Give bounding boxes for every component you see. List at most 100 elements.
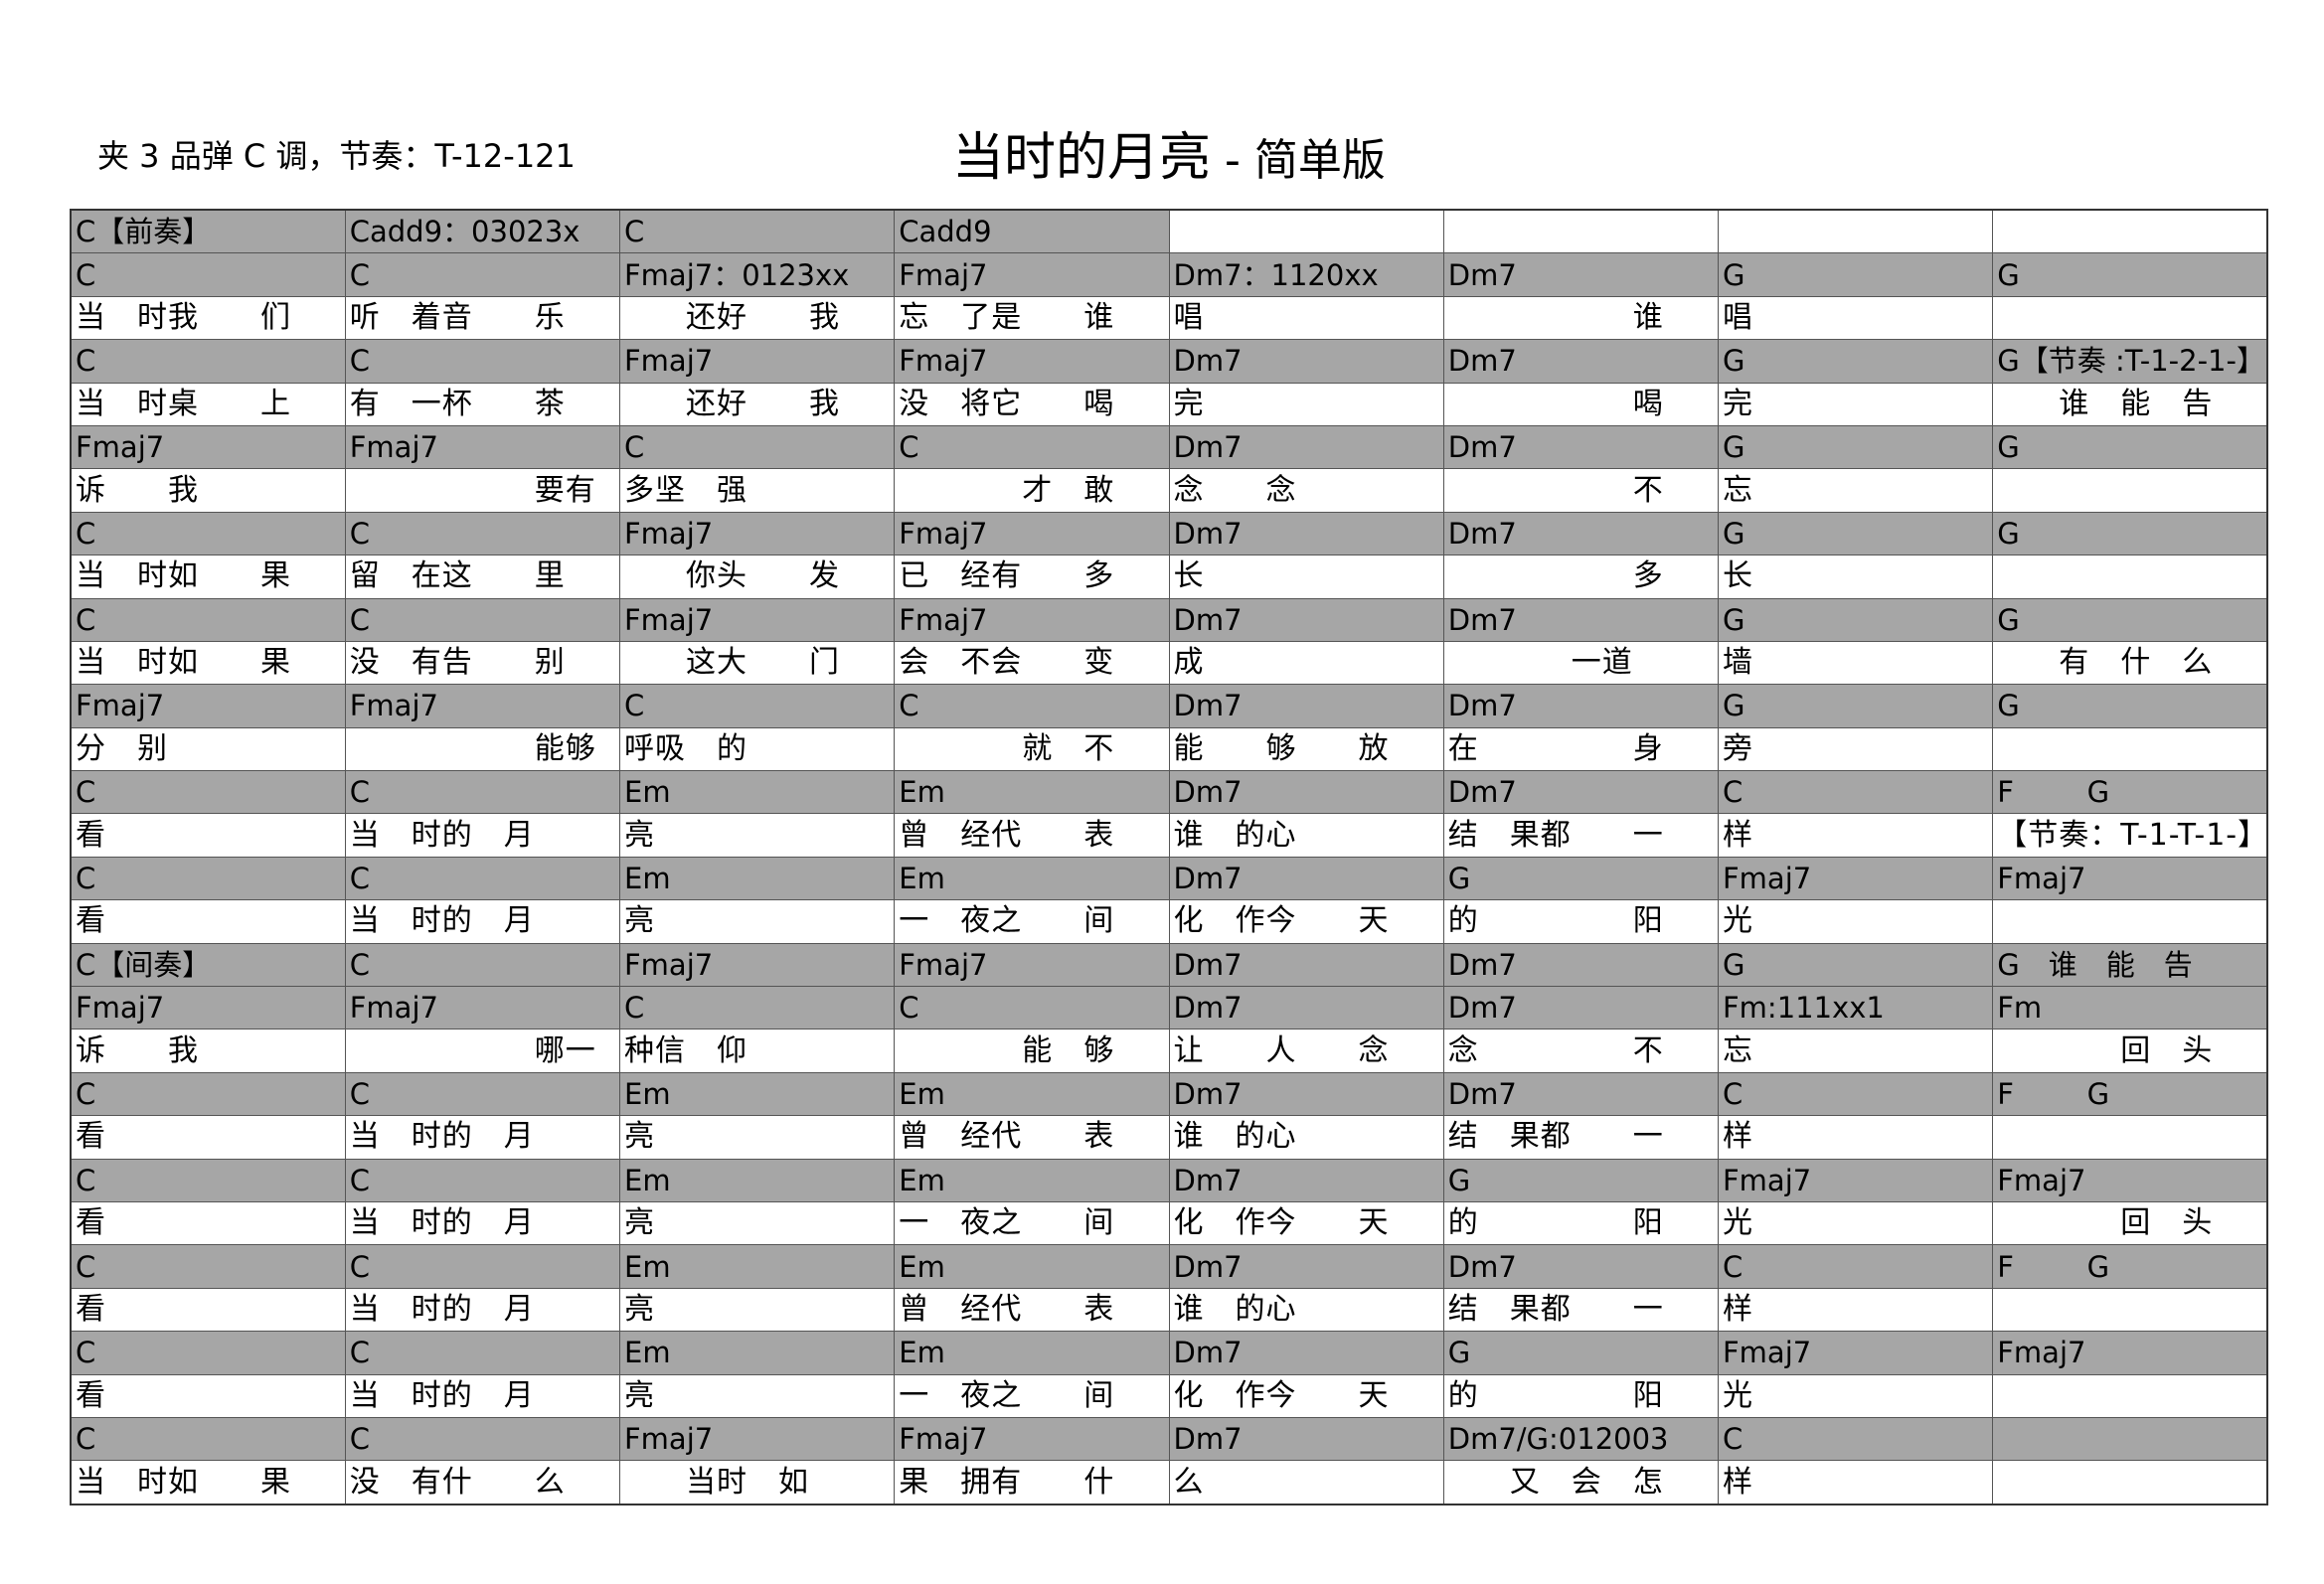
lyric-cell: 亮 — [618, 899, 896, 944]
chord-cell: C — [1717, 1416, 1994, 1462]
chord-cell: C — [344, 597, 621, 642]
chord-cell: Cadd9：03023x — [344, 209, 621, 254]
chord-cell: C — [1717, 770, 1994, 815]
lyric-cell: 一道 — [1442, 640, 1720, 686]
lyric-cell — [1992, 1373, 2268, 1418]
chord-cell: Em — [894, 1071, 1170, 1117]
chord-row: C C Fmaj7 Fmaj7 Dm7 Dm7 G G — [70, 597, 2268, 642]
lyric-cell: 多 — [1442, 554, 1720, 599]
chord-row: C C Fmaj7 Fmaj7 Dm7 Dm7 G G【节奏 :T-1-2-1-】 — [70, 339, 2268, 384]
lyric-cell: 谁 的心 — [1168, 1115, 1444, 1160]
chord-cell: F G — [1992, 1071, 2268, 1117]
lyric-row: 看当 时的 月亮曾 经代 表谁 的心结 果都 一样 — [70, 1115, 2268, 1160]
chord-cell: Dm7 — [1168, 684, 1444, 728]
chord-cell: Fmaj7 — [894, 252, 1170, 297]
chord-cell — [1992, 209, 2268, 254]
chord-cell: G — [1717, 339, 1994, 384]
chord-cell: Fmaj7 — [894, 597, 1170, 642]
lyric-cell: 能 够 — [894, 1029, 1170, 1073]
lyric-cell: 长 — [1717, 554, 1994, 599]
chord-cell — [1992, 1416, 2268, 1462]
chord-cell: C — [1717, 1071, 1994, 1117]
chord-cell: G — [1717, 252, 1994, 297]
lyric-cell: 样 — [1717, 1287, 1994, 1333]
lyric-cell: 样 — [1717, 813, 1994, 858]
chord-cell: Dm7/G:012003 — [1442, 1416, 1720, 1462]
chord-cell: G — [1992, 597, 2268, 642]
chord-cell: C — [70, 1244, 346, 1289]
lyric-cell: 能 够 放 — [1168, 726, 1444, 772]
lyric-row: 看当 时的 月亮曾 经代 表谁 的心结 果都 一样 — [70, 1287, 2268, 1333]
chord-cell: Fmaj7 — [1717, 856, 1994, 901]
lyric-cell: 谁 能 告 — [1992, 382, 2268, 426]
chord-cell: Fmaj7 — [618, 339, 896, 384]
chord-cell: C — [344, 942, 621, 988]
chord-cell: Dm7：1120xx — [1168, 252, 1444, 297]
lyric-cell: 唱 — [1168, 295, 1444, 341]
chord-cell: C — [618, 424, 896, 470]
lyric-cell: 看 — [70, 1373, 346, 1418]
lyric-cell: 谁 的心 — [1168, 813, 1444, 858]
chord-cell: C — [70, 339, 346, 384]
lyric-cell — [1992, 1115, 2268, 1160]
lyric-cell: 回 头 — [1992, 1029, 2268, 1073]
chord-cell: C — [344, 339, 621, 384]
chord-cell: G 谁 能 告 — [1992, 942, 2268, 988]
chord-row: C C Fmaj7：0123xx Fmaj7 Dm7：1120xx Dm7 G G — [70, 252, 2268, 297]
lyric-cell: 样 — [1717, 1115, 1994, 1160]
lyric-cell: 的 阳 — [1442, 1200, 1720, 1246]
lyric-cell: 又 会 怎 — [1442, 1460, 1720, 1505]
page-title: 当时的月亮 - 简单版 — [952, 115, 1386, 190]
chord-cell: Dm7 — [1168, 942, 1444, 988]
chord-row: C C Em Em Dm7 Dm7 C F G — [70, 1244, 2268, 1289]
lyric-cell: 看 — [70, 1200, 346, 1246]
lyric-cell: 化 作今 天 — [1168, 899, 1444, 944]
lyric-cell: 在 身 — [1442, 726, 1720, 772]
lyric-cell — [1992, 554, 2268, 599]
lyric-cell: 当 时的 月 — [344, 1200, 621, 1246]
lyric-row: 看当 时的 月亮一 夜之 间化 作今 天的 阳光 — [70, 1373, 2268, 1418]
chord-cell: C — [344, 511, 621, 556]
lyric-cell: 这大 门 — [618, 640, 896, 686]
chord-cell: Dm7 — [1168, 1331, 1444, 1375]
lyric-cell: 墙 — [1717, 640, 1994, 686]
chord-sheet-table: C【前奏】 Cadd9：03023x C Cadd9 C C Fmaj7：0123xx Fma… — [70, 209, 2268, 1505]
chord-cell: C — [1717, 1244, 1994, 1289]
lyric-cell: 当 时的 月 — [344, 1287, 621, 1333]
chord-cell: C — [344, 252, 621, 297]
chord-cell: Dm7 — [1168, 1158, 1444, 1202]
lyric-cell: 亮 — [618, 813, 896, 858]
chord-cell: C — [70, 252, 346, 297]
lyric-row: 看当 时的 月亮曾 经代 表谁 的心结 果都 一样【节奏：T-1-T-1-】 — [70, 813, 2268, 858]
lyric-cell: 没 有什 么 — [344, 1460, 621, 1505]
lyric-row: 当 时如 果没 有告 别 这大 门会 不会 变成 一道墙 有 什 么 — [70, 640, 2268, 686]
chord-cell: C — [344, 770, 621, 815]
chord-cell: Fmaj7 — [894, 942, 1170, 988]
chord-cell: Fmaj7 — [1717, 1331, 1994, 1375]
chord-cell: Em — [618, 1331, 896, 1375]
lyric-cell: 多坚 强 — [618, 468, 896, 513]
chord-cell: Em — [618, 1071, 896, 1117]
lyric-cell: 念 不 — [1442, 1029, 1720, 1073]
capo-rhythm-info: 夹 3 品弹 C 调，节奏：T-12-121 — [97, 137, 576, 175]
lyric-cell: 一 夜之 间 — [894, 899, 1170, 944]
chord-cell: Dm7 — [1168, 1244, 1444, 1289]
lyric-cell: 曾 经代 表 — [894, 1115, 1170, 1160]
lyric-cell: 看 — [70, 1287, 346, 1333]
chord-cell: G — [1717, 684, 1994, 728]
lyric-cell: 样 — [1717, 1460, 1994, 1505]
chord-cell: C — [70, 597, 346, 642]
lyric-cell — [1992, 295, 2268, 341]
title-separator: - — [1211, 135, 1254, 186]
lyric-cell: 化 作今 天 — [1168, 1373, 1444, 1418]
chord-cell: C — [344, 1244, 621, 1289]
lyric-cell: 旁 — [1717, 726, 1994, 772]
lyric-cell: 能够 — [344, 726, 621, 772]
lyric-cell — [1992, 468, 2268, 513]
lyric-cell: 没 有告 别 — [344, 640, 621, 686]
lyric-cell: 有 什 么 — [1992, 640, 2268, 686]
chord-cell: G — [1992, 684, 2268, 728]
lyric-cell: 一 夜之 间 — [894, 1200, 1170, 1246]
lyric-cell: 完 — [1168, 382, 1444, 426]
chord-row: Fmaj7 Fmaj7 C C Dm7 Dm7 G G — [70, 684, 2268, 728]
